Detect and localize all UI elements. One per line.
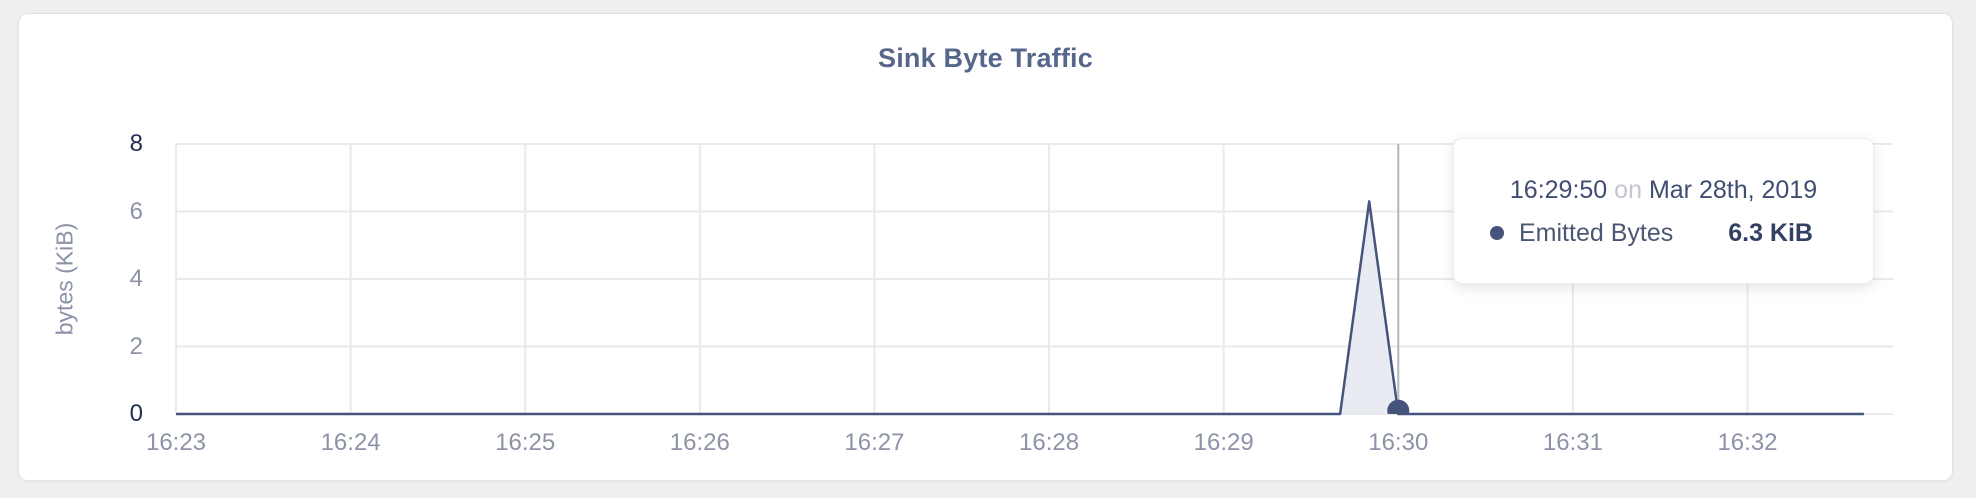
hover-marker (1387, 399, 1410, 414)
x-tick-label: 16:26 (669, 429, 730, 456)
y-tick-label: 6 (129, 197, 143, 225)
y-tick-label: 4 (129, 265, 143, 292)
x-tick-label: 16:23 (145, 429, 207, 456)
x-tick-label: 16:25 (495, 429, 556, 456)
x-tick-label: 16:30 (1368, 429, 1429, 456)
y-tick-label: 2 (129, 332, 143, 360)
series-line (176, 200, 1864, 416)
dot-icon (1490, 226, 1504, 240)
tooltip-series-name: Emitted Bytes (1519, 219, 1674, 247)
chart-title: Sink Byte Traffic (878, 43, 1093, 73)
x-tick-label: 16:32 (1717, 429, 1778, 456)
tooltip-series-row: Emitted Bytes 6.3 KiB (1454, 216, 1873, 250)
tooltip-connector: on (1614, 176, 1642, 204)
hover-tooltip: 16:29:50 on Mar 28th, 2019 Emitted Bytes… (1453, 138, 1874, 284)
tooltip-time: 16:29:50 (1509, 176, 1608, 204)
tooltip-timestamp: 16:29:50 on Mar 28th, 2019 (1454, 173, 1873, 207)
x-tick-label: 16:29 (1193, 429, 1254, 456)
x-tick-label: 16:31 (1542, 429, 1603, 456)
x-tick-label: 16:27 (844, 429, 905, 456)
x-tick-label: 16:24 (320, 429, 381, 456)
tooltip-series-value: 6.3 KiB (1728, 219, 1813, 247)
x-tick-label: 16:28 (1019, 429, 1080, 456)
tooltip-date: Mar 28th, 2019 (1648, 176, 1818, 204)
y-tick-label: 8 (129, 130, 143, 157)
y-tick-label: 0 (129, 400, 143, 427)
